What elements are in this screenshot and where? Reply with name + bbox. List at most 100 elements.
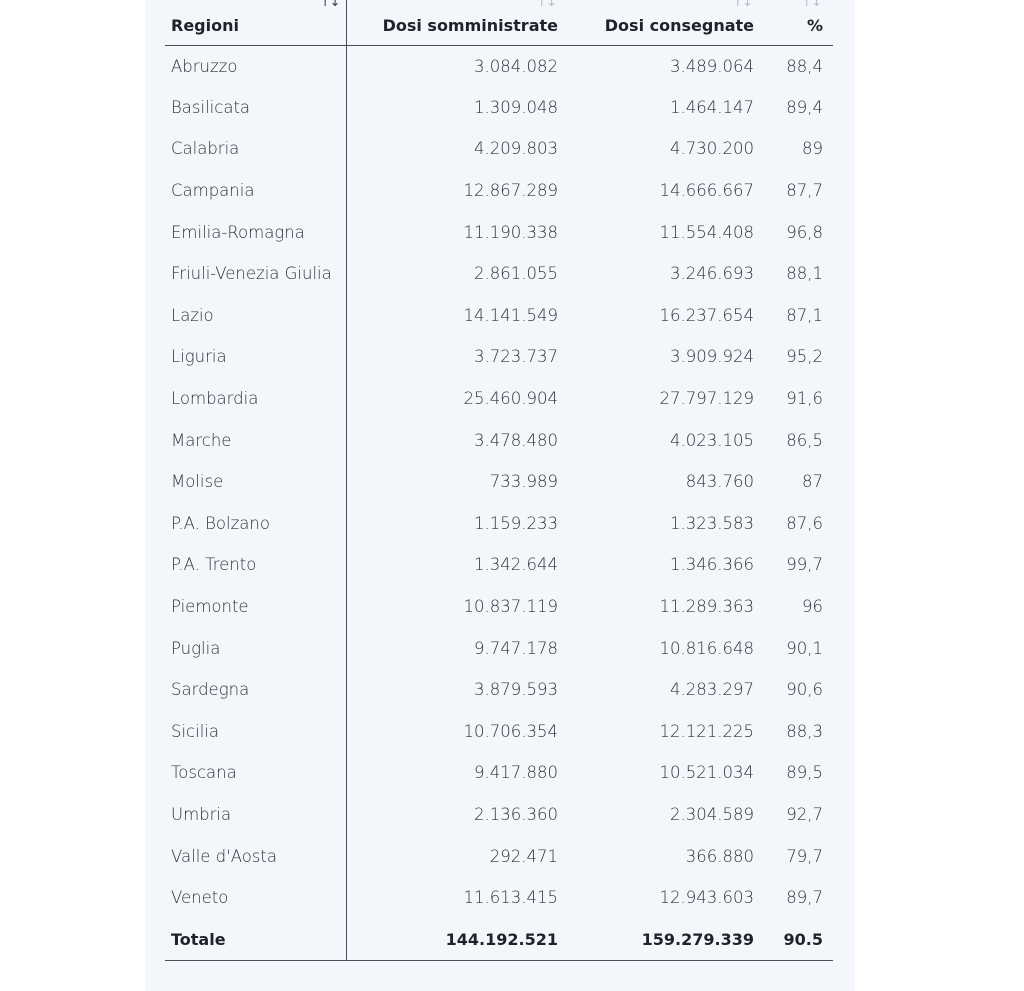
administered-cell: 25.460.904	[463, 389, 558, 409]
region-cell: Veneto	[165, 876, 347, 919]
percent-cell: 89	[802, 139, 823, 159]
percent-cell: 88,1	[786, 264, 823, 284]
region-cell: Liguria	[165, 336, 347, 378]
percent-cell: 90,6	[786, 680, 823, 700]
table-body: Abruzzo 3.084.082 3.489.064 88,4 Basilicata 1…	[165, 45, 833, 919]
total-administered: 144.192.521	[346, 918, 564, 961]
delivered-cell: 3.489.064	[670, 56, 754, 76]
percent-cell: 87,1	[786, 305, 823, 325]
delivered-cell: 4.730.200	[670, 139, 754, 159]
administered-cell: 9.417.880	[474, 763, 558, 783]
delivered-cell: 3.246.693	[670, 264, 754, 284]
administered-cell: 14.141.549	[463, 305, 558, 325]
sort-icon[interactable]: ↑↓	[801, 0, 822, 10]
percent-cell: 89,5	[786, 763, 823, 783]
table-row: Abruzzo 3.084.082 3.489.064 88,4	[165, 45, 833, 87]
region-cell: Molise	[165, 460, 347, 503]
column-header-regioni[interactable]: ↑↓ Regioni	[165, 0, 347, 46]
administered-cell: 11.190.338	[463, 222, 558, 242]
administered-cell: 2.861.055	[474, 264, 558, 284]
administered-cell: 733.989	[489, 472, 558, 492]
table-row: Piemonte 10.837.119 11.289.363 96	[165, 585, 833, 628]
table-total-row: Totale 144.192.521 159.279.339 90.5	[165, 918, 833, 961]
administered-cell: 11.613.415	[463, 888, 558, 908]
region-cell: Calabria	[165, 128, 347, 170]
administered-cell: 1.159.233	[474, 513, 558, 533]
administered-cell: 4.209.803	[474, 139, 558, 159]
delivered-cell: 4.023.105	[670, 430, 754, 450]
column-header-label: Regioni	[171, 15, 239, 35]
administered-cell: 9.747.178	[474, 638, 558, 658]
region-cell: Lazio	[165, 294, 347, 337]
delivered-cell: 10.816.648	[659, 638, 754, 658]
sort-icon[interactable]: ↑↓	[536, 0, 557, 10]
table-row: Emilia-Romagna 11.190.338 11.554.408 96,8	[165, 211, 833, 253]
percent-cell: 88,3	[786, 721, 823, 741]
region-cell: Campania	[165, 169, 347, 212]
region-cell: P.A. Trento	[165, 544, 347, 586]
percent-cell: 86,5	[786, 430, 823, 450]
region-cell: Marche	[165, 419, 347, 461]
administered-cell: 2.136.360	[474, 804, 558, 824]
table-row: Calabria 4.209.803 4.730.200 89	[165, 128, 833, 170]
region-cell: Toscana	[165, 752, 347, 794]
percent-cell: 79,7	[786, 846, 823, 866]
delivered-cell: 10.521.034	[659, 763, 754, 783]
delivered-cell: 27.797.129	[659, 389, 754, 409]
delivered-cell: 366.880	[685, 846, 754, 866]
column-header-percent[interactable]: ↑↓ %	[760, 0, 833, 46]
percent-cell: 87,6	[786, 513, 823, 533]
delivered-cell: 14.666.667	[659, 181, 754, 201]
table-row: Marche 3.478.480 4.023.105 86,5	[165, 419, 833, 461]
delivered-cell: 11.289.363	[659, 597, 754, 617]
delivered-cell: 2.304.589	[670, 804, 754, 824]
delivered-cell: 11.554.408	[659, 222, 754, 242]
table-row: P.A. Trento 1.342.644 1.346.366 99,7	[165, 544, 833, 586]
total-percent: 90.5	[760, 918, 833, 961]
table-row: Puglia 9.747.178 10.816.648 90,1	[165, 627, 833, 669]
percent-cell: 87	[802, 472, 823, 492]
table-row: Basilicata 1.309.048 1.464.147 89,4	[165, 86, 833, 129]
table-row: Friuli-Venezia Giulia 2.861.055 3.246.693 8…	[165, 252, 833, 295]
sort-icon[interactable]: ↑↓	[319, 0, 341, 10]
delivered-cell: 1.323.583	[670, 513, 754, 533]
administered-cell: 10.837.119	[463, 597, 558, 617]
percent-cell: 91,6	[786, 389, 823, 409]
column-header-label: %	[806, 15, 823, 35]
administered-cell: 292.471	[489, 846, 558, 866]
region-cell: Friuli-Venezia Giulia	[165, 252, 347, 295]
region-cell: Sicilia	[165, 710, 347, 753]
region-cell: Puglia	[165, 627, 347, 669]
delivered-cell: 1.346.366	[670, 555, 754, 575]
percent-cell: 88,4	[786, 56, 823, 76]
delivered-cell: 1.464.147	[670, 97, 754, 117]
region-cell: Emilia-Romagna	[165, 211, 347, 253]
table-row: P.A. Bolzano 1.159.233 1.323.583 87,6	[165, 502, 833, 545]
sort-icon[interactable]: ↑↓	[732, 0, 753, 10]
percent-cell: 89,4	[786, 97, 823, 117]
table-row: Valle d'Aosta 292.471 366.880 79,7	[165, 835, 833, 877]
percent-cell: 92,7	[786, 804, 823, 824]
percent-cell: 96,8	[786, 222, 823, 242]
vaccine-doses-table: ↑↓ Regioni ↑↓ Dosi somministrate ↑↓ Dosi…	[165, 0, 833, 961]
administered-cell: 3.879.593	[474, 680, 558, 700]
percent-cell: 95,2	[786, 347, 823, 367]
percent-cell: 89,7	[786, 888, 823, 908]
region-cell: Piemonte	[165, 585, 347, 628]
delivered-cell: 16.237.654	[659, 305, 754, 325]
table-row: Sicilia 10.706.354 12.121.225 88,3	[165, 710, 833, 753]
region-cell: Umbria	[165, 793, 347, 836]
region-cell: Sardegna	[165, 668, 347, 711]
table-row: Veneto 11.613.415 12.943.603 89,7	[165, 876, 833, 919]
column-header-label: Dosi somministrate	[382, 15, 558, 35]
column-header-dosi-somministrate[interactable]: ↑↓ Dosi somministrate	[346, 0, 564, 46]
administered-cell: 3.084.082	[474, 56, 558, 76]
table-header-row: ↑↓ Regioni ↑↓ Dosi somministrate ↑↓ Dosi…	[165, 0, 833, 46]
delivered-cell: 12.121.225	[659, 721, 754, 741]
column-header-dosi-consegnate[interactable]: ↑↓ Dosi consegnate	[564, 0, 760, 46]
table-row: Campania 12.867.289 14.666.667 87,7	[165, 169, 833, 212]
delivered-cell: 3.909.924	[670, 347, 754, 367]
delivered-cell: 843.760	[685, 472, 754, 492]
delivered-cell: 12.943.603	[659, 888, 754, 908]
total-delivered: 159.279.339	[564, 918, 760, 961]
